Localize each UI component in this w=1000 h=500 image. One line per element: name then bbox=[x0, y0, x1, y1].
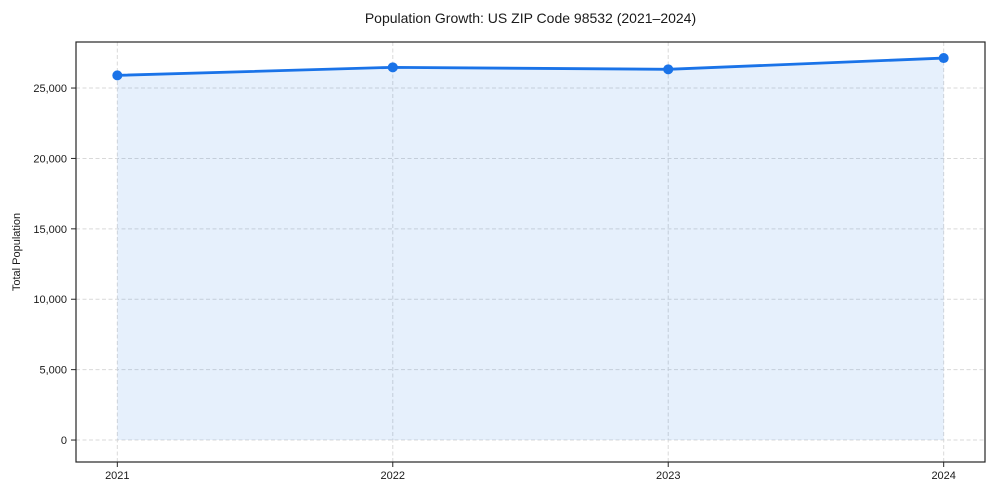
trend-line bbox=[115, 56, 946, 77]
y-tick-label: 10,000 bbox=[33, 294, 67, 306]
data-point bbox=[387, 62, 398, 73]
x-tick-label: 2021 bbox=[105, 470, 129, 482]
plot-border bbox=[75, 41, 986, 463]
chart-title: Population Growth: US ZIP Code 98532 (20… bbox=[364, 10, 697, 26]
x-tick-label: 2023 bbox=[656, 470, 680, 482]
x-tick-label: 2022 bbox=[381, 470, 405, 482]
y-tick-label: 0 bbox=[61, 435, 67, 447]
y-tick-label: 15,000 bbox=[33, 224, 67, 236]
y-tick-label: 5,000 bbox=[39, 365, 67, 377]
data-point bbox=[938, 53, 949, 64]
data-point bbox=[112, 70, 123, 81]
x-tick-label: 2024 bbox=[931, 470, 955, 482]
y-tick-label: 20,000 bbox=[33, 153, 67, 165]
y-tick-label: 25,000 bbox=[33, 83, 67, 95]
data-point bbox=[663, 64, 674, 75]
area-fill bbox=[117, 58, 944, 441]
